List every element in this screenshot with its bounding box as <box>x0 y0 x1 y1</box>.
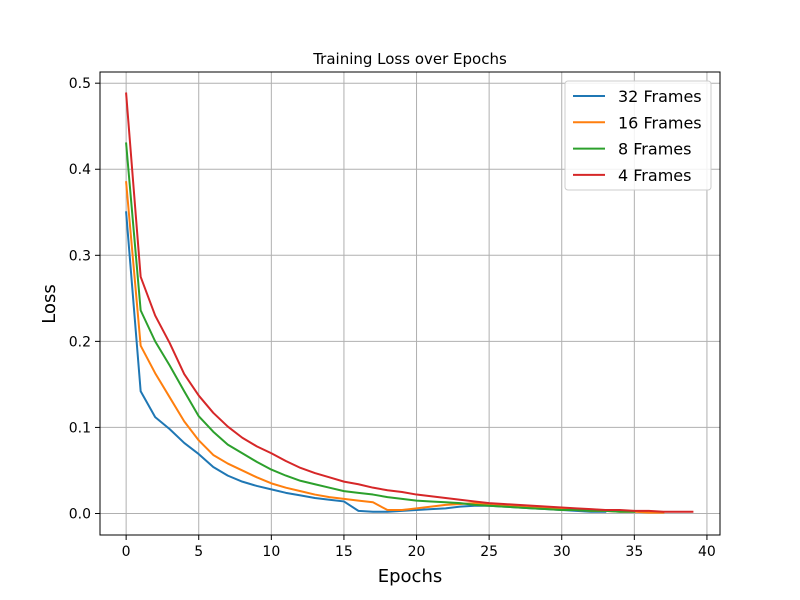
y-axis: 0.0 0.1 0.2 0.3 0.4 0.5 <box>69 76 100 522</box>
y-tick-label: 0.2 <box>69 334 91 350</box>
x-tick-label: 15 <box>335 544 353 560</box>
legend-item-16-frames: 16 Frames <box>573 113 702 132</box>
chart-title: Training Loss over Epochs <box>312 50 507 68</box>
y-tick-label: 0.0 <box>69 506 91 522</box>
y-tick-label: 0.1 <box>69 420 91 436</box>
legend: 32 Frames 16 Frames 8 Frames 4 Frames <box>564 80 712 191</box>
y-tick-label: 0.4 <box>69 162 91 178</box>
y-axis-label: Loss <box>39 284 60 323</box>
y-tick-label: 0.5 <box>69 76 91 92</box>
x-axis-label: Epochs <box>378 566 443 587</box>
y-tick-label: 0.3 <box>69 248 91 264</box>
x-axis: 0 5 10 15 20 25 30 35 40 <box>122 535 716 560</box>
x-tick-label: 5 <box>194 544 203 560</box>
x-tick-label: 30 <box>553 544 571 560</box>
plot-frame <box>99 71 721 536</box>
series-line-8-frames <box>125 142 636 513</box>
legend-label: 4 Frames <box>618 166 691 185</box>
legend-item-8-frames: 8 Frames <box>573 140 691 159</box>
x-tick-label: 20 <box>408 544 426 560</box>
legend-box <box>564 80 712 191</box>
series-lines <box>125 92 694 514</box>
x-tick-label: 10 <box>262 544 280 560</box>
x-tick-label: 35 <box>625 544 643 560</box>
x-tick-label: 0 <box>122 544 131 560</box>
legend-item-4-frames: 4 Frames <box>573 166 691 185</box>
legend-label: 32 Frames <box>618 87 702 106</box>
legend-label: 16 Frames <box>618 113 702 132</box>
x-tick-label: 40 <box>698 544 716 560</box>
legend-label: 8 Frames <box>618 140 691 159</box>
x-tick-label: 25 <box>480 544 498 560</box>
legend-item-32-frames: 32 Frames <box>573 87 702 106</box>
series-line-4-frames <box>125 92 694 513</box>
